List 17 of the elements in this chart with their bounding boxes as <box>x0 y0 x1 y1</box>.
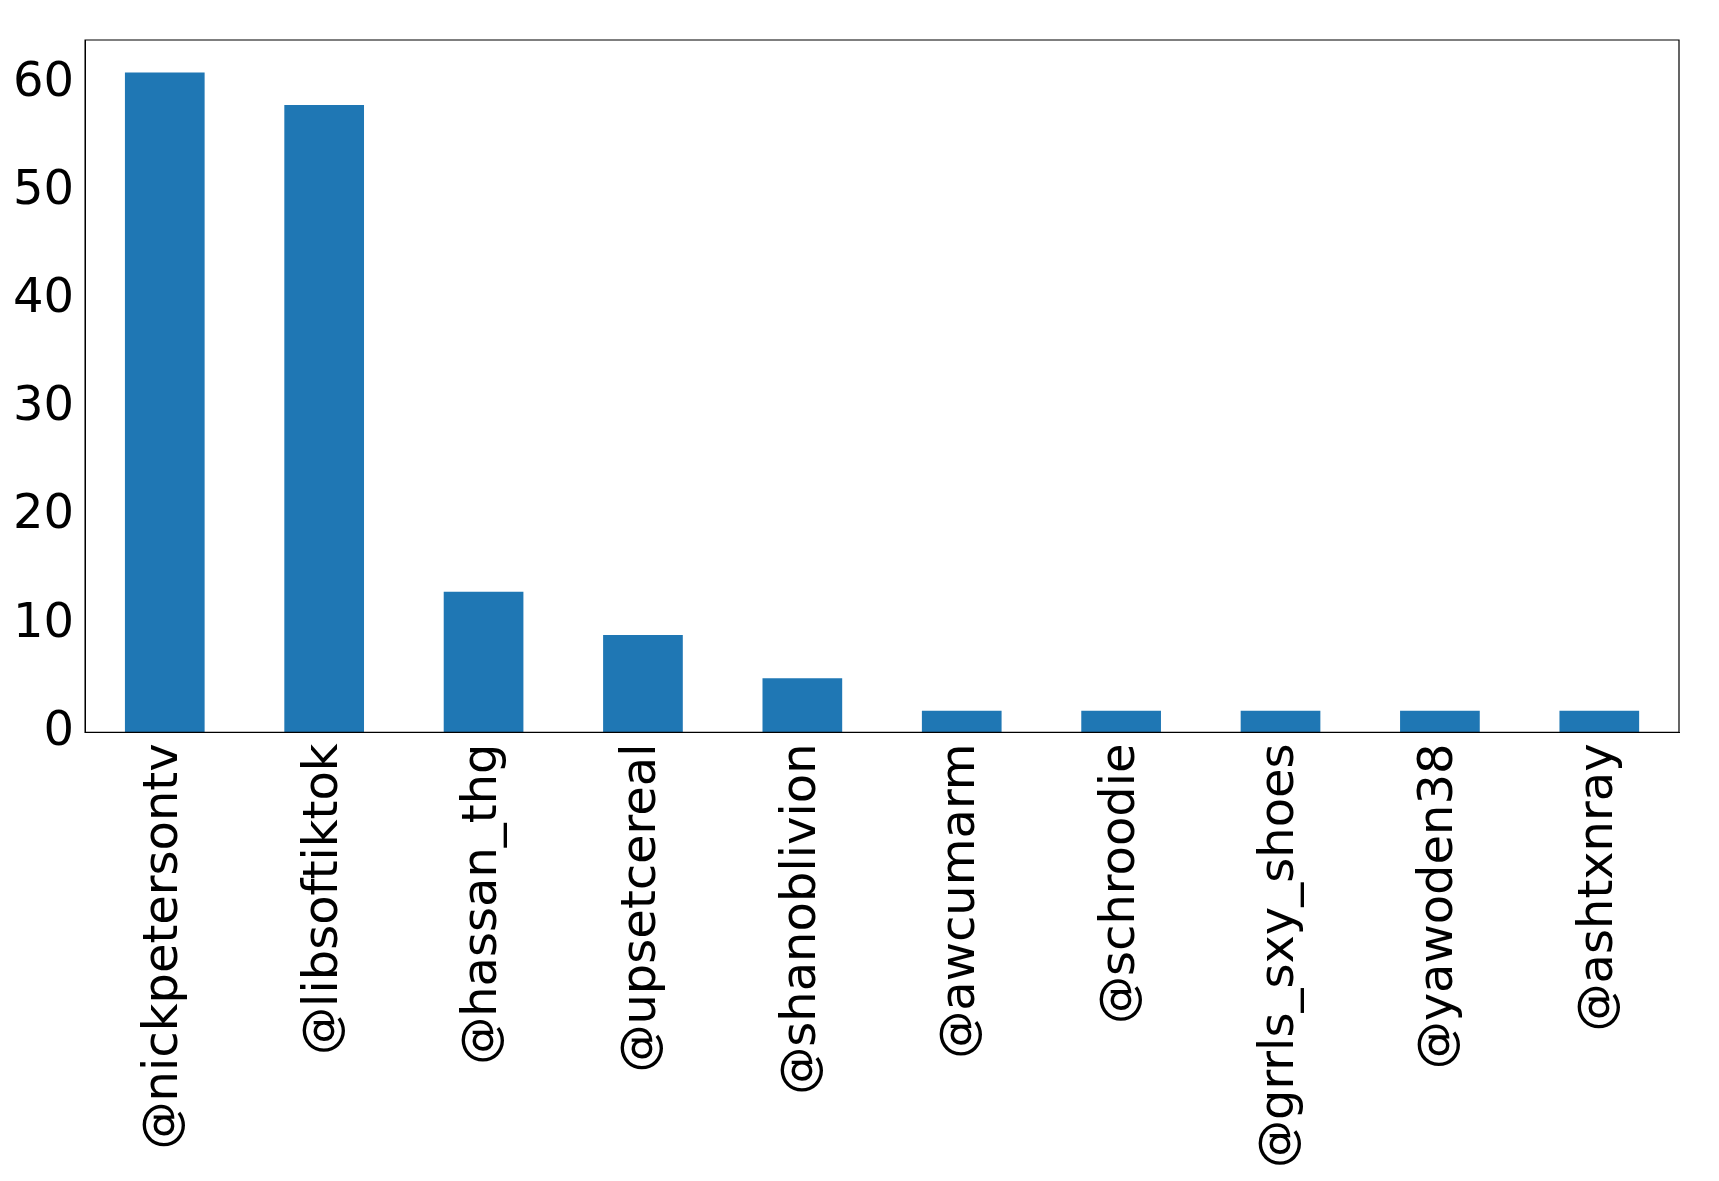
x-tick-label: @nickpetersontv <box>132 743 189 1150</box>
y-tick-label: 0 <box>43 699 75 756</box>
x-tick-label: @hassan_thg <box>451 743 508 1065</box>
y-tick-label: 30 <box>13 375 75 432</box>
x-tick-label: @awcumarm <box>929 743 986 1059</box>
y-tick-label: 10 <box>13 591 75 648</box>
x-tick-label: @ashtxnray <box>1566 743 1623 1032</box>
x-tick-label: @grrls_sxy_shoes <box>1247 743 1304 1168</box>
y-tick-label: 20 <box>13 483 75 540</box>
y-tick-label: 50 <box>13 158 75 215</box>
y-tick-label: 60 <box>13 50 75 107</box>
x-tick-label: @upsetcereal <box>610 743 667 1073</box>
y-tick-label: 40 <box>13 267 75 324</box>
x-tick-label: @yawoden38 <box>1407 743 1464 1070</box>
x-tick-label: @schroodie <box>1088 743 1145 1024</box>
x-tick-label: @shanoblivion <box>769 743 826 1095</box>
x-tick-label: @libsoftiktok <box>291 743 348 1055</box>
